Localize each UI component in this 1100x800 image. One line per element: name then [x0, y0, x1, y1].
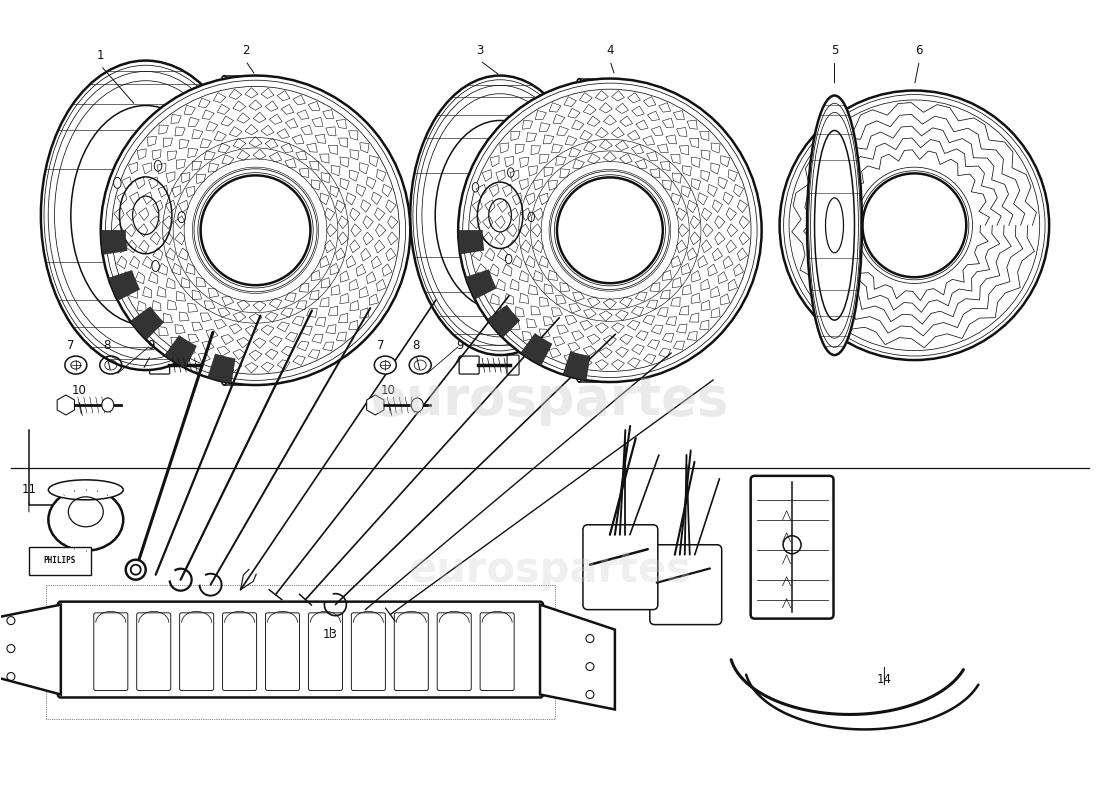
Text: 14: 14: [877, 673, 892, 686]
Polygon shape: [208, 354, 235, 383]
Text: 3: 3: [476, 44, 484, 57]
Ellipse shape: [410, 75, 590, 355]
Text: 12: 12: [75, 483, 90, 496]
Text: eurospartes: eurospartes: [408, 549, 692, 590]
Ellipse shape: [125, 560, 145, 580]
Text: 7: 7: [376, 338, 384, 351]
Text: 1: 1: [97, 49, 104, 62]
FancyBboxPatch shape: [650, 545, 722, 625]
Text: 4: 4: [606, 44, 614, 57]
Text: 6: 6: [915, 44, 923, 57]
Text: 2: 2: [242, 44, 250, 57]
Ellipse shape: [507, 168, 514, 178]
Ellipse shape: [374, 356, 396, 374]
Polygon shape: [487, 306, 520, 338]
Ellipse shape: [814, 130, 855, 320]
Ellipse shape: [102, 398, 113, 412]
Text: 10: 10: [381, 383, 396, 397]
Ellipse shape: [65, 356, 87, 374]
Text: 5: 5: [830, 44, 838, 57]
Ellipse shape: [211, 75, 236, 385]
Polygon shape: [0, 605, 60, 694]
Ellipse shape: [471, 236, 477, 246]
Circle shape: [200, 175, 310, 285]
Polygon shape: [165, 335, 197, 368]
Text: 13: 13: [323, 628, 338, 641]
Ellipse shape: [505, 254, 512, 264]
Ellipse shape: [152, 261, 160, 271]
Polygon shape: [366, 395, 384, 415]
Text: 9: 9: [456, 338, 464, 351]
Circle shape: [557, 178, 663, 283]
Ellipse shape: [112, 239, 120, 250]
Polygon shape: [101, 230, 128, 254]
Ellipse shape: [70, 106, 221, 325]
FancyBboxPatch shape: [583, 525, 658, 610]
FancyBboxPatch shape: [507, 355, 519, 375]
Text: eurospartes: eurospartes: [371, 374, 729, 426]
Polygon shape: [465, 270, 496, 299]
Polygon shape: [563, 351, 590, 380]
Ellipse shape: [48, 489, 123, 550]
Text: 10: 10: [72, 383, 86, 397]
Circle shape: [101, 75, 410, 385]
Polygon shape: [109, 270, 140, 301]
Text: 11: 11: [21, 483, 36, 496]
Text: 8: 8: [103, 338, 110, 351]
Polygon shape: [130, 306, 164, 340]
FancyBboxPatch shape: [459, 356, 480, 374]
Ellipse shape: [472, 182, 478, 192]
Circle shape: [862, 174, 966, 278]
FancyBboxPatch shape: [29, 546, 91, 574]
Ellipse shape: [178, 212, 186, 222]
Ellipse shape: [566, 78, 592, 382]
Text: 9: 9: [147, 338, 154, 351]
Polygon shape: [57, 395, 75, 415]
Text: 8: 8: [412, 338, 420, 351]
FancyBboxPatch shape: [198, 355, 210, 375]
Ellipse shape: [436, 121, 565, 310]
FancyBboxPatch shape: [1, 1, 1099, 468]
Ellipse shape: [411, 398, 424, 412]
Polygon shape: [520, 334, 552, 366]
Text: PHILIPS: PHILIPS: [44, 556, 76, 566]
Ellipse shape: [48, 480, 123, 500]
Ellipse shape: [154, 160, 162, 171]
Polygon shape: [459, 230, 484, 254]
Circle shape: [459, 78, 761, 382]
Ellipse shape: [41, 61, 251, 370]
Ellipse shape: [528, 212, 535, 222]
Text: 7: 7: [67, 338, 75, 351]
Ellipse shape: [113, 178, 121, 188]
Ellipse shape: [807, 95, 862, 355]
FancyBboxPatch shape: [58, 602, 543, 698]
FancyBboxPatch shape: [150, 356, 169, 374]
Polygon shape: [540, 605, 615, 710]
FancyBboxPatch shape: [750, 476, 834, 618]
Circle shape: [780, 90, 1049, 360]
